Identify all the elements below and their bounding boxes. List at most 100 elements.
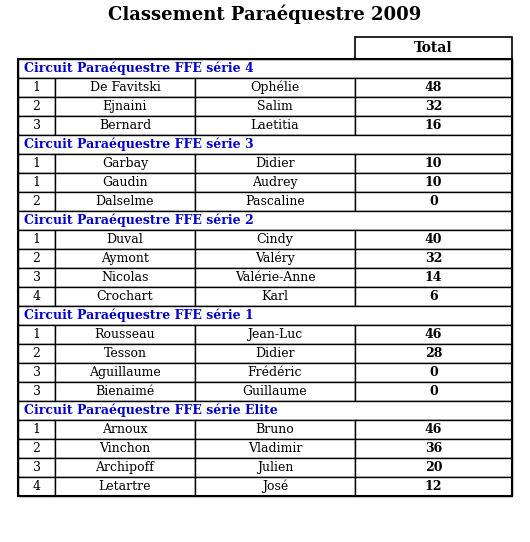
Text: 2: 2: [32, 252, 40, 265]
Text: 36: 36: [425, 442, 442, 455]
Bar: [55, 249, 195, 268]
Text: Total: Total: [414, 41, 453, 55]
Text: Nicolas: Nicolas: [101, 271, 149, 284]
Bar: [18, 192, 55, 211]
Text: Gaudin: Gaudin: [102, 176, 148, 189]
Bar: [55, 78, 195, 97]
Text: 12: 12: [425, 480, 442, 493]
Bar: [195, 363, 355, 382]
Bar: [195, 249, 355, 268]
Bar: [55, 116, 195, 135]
Bar: [55, 325, 195, 344]
Text: Laetitia: Laetitia: [251, 119, 299, 132]
Text: 1: 1: [32, 233, 40, 246]
Text: Circuit Paraéquestre FFE série 3: Circuit Paraéquestre FFE série 3: [24, 138, 254, 151]
Text: Audrey: Audrey: [252, 176, 298, 189]
Text: José: José: [262, 480, 288, 493]
Bar: [195, 382, 355, 401]
Text: Guillaume: Guillaume: [243, 385, 307, 398]
Bar: [18, 477, 55, 496]
Bar: [355, 382, 512, 401]
Text: Archipoff: Archipoff: [95, 461, 154, 474]
Text: 40: 40: [425, 233, 442, 246]
Bar: [18, 59, 512, 496]
Bar: [18, 306, 512, 325]
Text: 2: 2: [32, 195, 40, 208]
Bar: [195, 173, 355, 192]
Text: Bienaimé: Bienaimé: [95, 385, 155, 398]
Text: Bruno: Bruno: [255, 423, 294, 436]
Bar: [55, 97, 195, 116]
Text: Karl: Karl: [261, 290, 288, 303]
Text: 4: 4: [32, 480, 40, 493]
Bar: [195, 344, 355, 363]
Text: 6: 6: [429, 290, 438, 303]
Text: Didier: Didier: [255, 157, 295, 170]
Text: Didier: Didier: [255, 347, 295, 360]
Bar: [18, 287, 55, 306]
Text: 1: 1: [32, 176, 40, 189]
Text: Circuit Paraéquestre FFE série 1: Circuit Paraéquestre FFE série 1: [24, 309, 254, 322]
Text: 1: 1: [32, 328, 40, 341]
Text: Crochart: Crochart: [96, 290, 153, 303]
Text: 16: 16: [425, 119, 442, 132]
Text: Arnoux: Arnoux: [102, 423, 148, 436]
Bar: [355, 268, 512, 287]
Bar: [195, 420, 355, 439]
Text: Pascaline: Pascaline: [245, 195, 305, 208]
Bar: [55, 344, 195, 363]
Text: 1: 1: [32, 81, 40, 94]
Text: Letartre: Letartre: [99, 480, 151, 493]
Text: Dalselme: Dalselme: [96, 195, 154, 208]
Bar: [55, 382, 195, 401]
Bar: [195, 97, 355, 116]
Bar: [18, 268, 55, 287]
Bar: [18, 401, 512, 420]
Bar: [55, 420, 195, 439]
Text: 2: 2: [32, 347, 40, 360]
Text: Rousseau: Rousseau: [95, 328, 155, 341]
Bar: [355, 325, 512, 344]
Text: Cindy: Cindy: [257, 233, 294, 246]
Text: 48: 48: [425, 81, 442, 94]
Text: 1: 1: [32, 157, 40, 170]
Bar: [18, 59, 512, 78]
Bar: [355, 116, 512, 135]
Bar: [55, 477, 195, 496]
Bar: [55, 458, 195, 477]
Text: Valéry: Valéry: [255, 251, 295, 265]
Bar: [195, 154, 355, 173]
Bar: [195, 325, 355, 344]
Bar: [18, 211, 512, 230]
Text: Classement Paraéquestre 2009: Classement Paraéquestre 2009: [108, 4, 422, 24]
Bar: [355, 192, 512, 211]
Bar: [355, 287, 512, 306]
Bar: [355, 230, 512, 249]
Bar: [195, 458, 355, 477]
Bar: [18, 344, 55, 363]
Bar: [355, 477, 512, 496]
Bar: [355, 344, 512, 363]
Text: 14: 14: [425, 271, 442, 284]
Bar: [355, 37, 512, 59]
Text: Jean-Luc: Jean-Luc: [248, 328, 303, 341]
Bar: [18, 78, 55, 97]
Bar: [18, 363, 55, 382]
Text: Vinchon: Vinchon: [100, 442, 151, 455]
Bar: [55, 363, 195, 382]
Text: Circuit Paraéquestre FFE série 2: Circuit Paraéquestre FFE série 2: [24, 214, 254, 227]
Bar: [18, 439, 55, 458]
Text: 4: 4: [32, 290, 40, 303]
Bar: [195, 439, 355, 458]
Text: 10: 10: [425, 157, 442, 170]
Text: Circuit Paraéquestre FFE série Elite: Circuit Paraéquestre FFE série Elite: [24, 404, 278, 417]
Text: Bernard: Bernard: [99, 119, 151, 132]
Text: 32: 32: [425, 100, 442, 113]
Bar: [18, 230, 55, 249]
Text: 3: 3: [32, 366, 40, 379]
Bar: [355, 458, 512, 477]
Bar: [195, 477, 355, 496]
Bar: [18, 420, 55, 439]
Text: Tesson: Tesson: [103, 347, 146, 360]
Bar: [355, 249, 512, 268]
